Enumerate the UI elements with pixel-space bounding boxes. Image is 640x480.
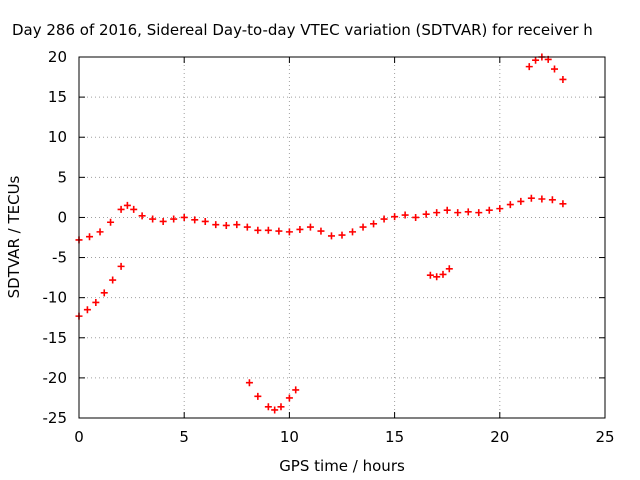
data-point xyxy=(170,215,178,223)
y-tick-label: 0 xyxy=(57,208,67,226)
data-point xyxy=(443,206,451,214)
data-point xyxy=(264,226,272,234)
data-point xyxy=(412,213,420,221)
data-point xyxy=(426,271,434,279)
x-tick-label: 20 xyxy=(490,428,509,446)
data-point xyxy=(149,215,157,223)
data-point xyxy=(496,205,504,213)
data-point xyxy=(212,221,220,229)
y-tick-label: 15 xyxy=(48,88,67,106)
data-point xyxy=(254,392,262,400)
data-point xyxy=(349,228,357,236)
y-tick-label: -20 xyxy=(43,369,68,387)
data-point xyxy=(275,227,283,235)
x-tick-label: 15 xyxy=(385,428,404,446)
data-point xyxy=(559,75,567,83)
data-point xyxy=(264,403,272,411)
series-dip-arc xyxy=(245,379,300,414)
data-point xyxy=(109,276,117,284)
data-point xyxy=(233,221,241,229)
data-point xyxy=(454,209,462,217)
data-point xyxy=(517,197,525,205)
data-point xyxy=(525,63,533,71)
data-point xyxy=(271,406,279,414)
data-point xyxy=(243,223,251,231)
chart-title: Day 286 of 2016, Sidereal Day-to-day VTE… xyxy=(12,21,593,39)
data-point xyxy=(83,306,91,314)
data-point xyxy=(96,228,104,236)
series-main-band xyxy=(75,194,567,244)
data-point xyxy=(445,265,453,273)
x-tick-label: 0 xyxy=(74,428,84,446)
grid xyxy=(79,57,605,418)
data-point xyxy=(306,223,314,231)
data-point xyxy=(532,56,540,64)
data-point xyxy=(559,200,567,208)
data-point xyxy=(433,209,441,217)
data-point xyxy=(191,216,199,224)
y-tick-label: -10 xyxy=(43,289,68,307)
data-point xyxy=(117,262,125,270)
data-point xyxy=(485,206,493,214)
x-tick-label: 25 xyxy=(595,428,614,446)
data-point xyxy=(180,213,188,221)
data-point xyxy=(380,215,388,223)
data-point xyxy=(277,403,285,411)
data-point xyxy=(464,208,472,216)
data-point xyxy=(538,195,546,203)
data-point xyxy=(433,273,441,281)
series-early-arc xyxy=(75,262,125,320)
data-point xyxy=(439,270,447,278)
data-point xyxy=(107,218,115,226)
series-top-arc xyxy=(525,53,567,83)
data-point xyxy=(130,205,138,213)
data-point xyxy=(100,289,108,297)
data-point xyxy=(159,217,167,225)
data-point xyxy=(475,209,483,217)
x-tick-label: 10 xyxy=(280,428,299,446)
data-point xyxy=(401,211,409,219)
data-point xyxy=(117,205,125,213)
data-point xyxy=(359,223,367,231)
data-point xyxy=(222,221,230,229)
series-mid-arc xyxy=(426,265,453,281)
data-point xyxy=(92,298,100,306)
data-point xyxy=(296,225,304,233)
data-point xyxy=(254,226,262,234)
x-axis-label: GPS time / hours xyxy=(279,457,405,475)
data-point xyxy=(506,201,514,209)
y-axis-label: SDTVAR / TECUs xyxy=(5,175,23,298)
y-tick-label: 20 xyxy=(48,48,67,66)
data-point xyxy=(285,228,293,236)
data-point xyxy=(551,65,559,73)
y-tick-label: -15 xyxy=(43,329,68,347)
plot-frame xyxy=(78,56,606,419)
y-tick-label: 5 xyxy=(57,168,67,186)
data-point xyxy=(391,213,399,221)
data-point xyxy=(285,394,293,402)
data-point xyxy=(370,220,378,228)
data-point xyxy=(201,217,209,225)
axis-ticks: 0 5 10 15 20 25 -25 -20 -15 -10 -5 0 5 10 15 20 xyxy=(43,48,615,446)
data-point xyxy=(123,201,131,209)
data-point xyxy=(327,232,335,240)
data-point xyxy=(86,233,94,241)
data-points xyxy=(75,53,567,414)
data-point xyxy=(548,196,556,204)
data-point xyxy=(317,227,325,235)
y-tick-label: -25 xyxy=(43,409,68,427)
data-point xyxy=(527,194,535,202)
y-tick-label: 10 xyxy=(48,128,67,146)
x-tick-label: 5 xyxy=(179,428,189,446)
data-point xyxy=(245,379,253,387)
y-tick-label: -5 xyxy=(52,249,67,267)
data-point xyxy=(292,386,300,394)
data-point xyxy=(138,212,146,220)
data-point xyxy=(422,210,430,218)
data-point xyxy=(338,231,346,239)
